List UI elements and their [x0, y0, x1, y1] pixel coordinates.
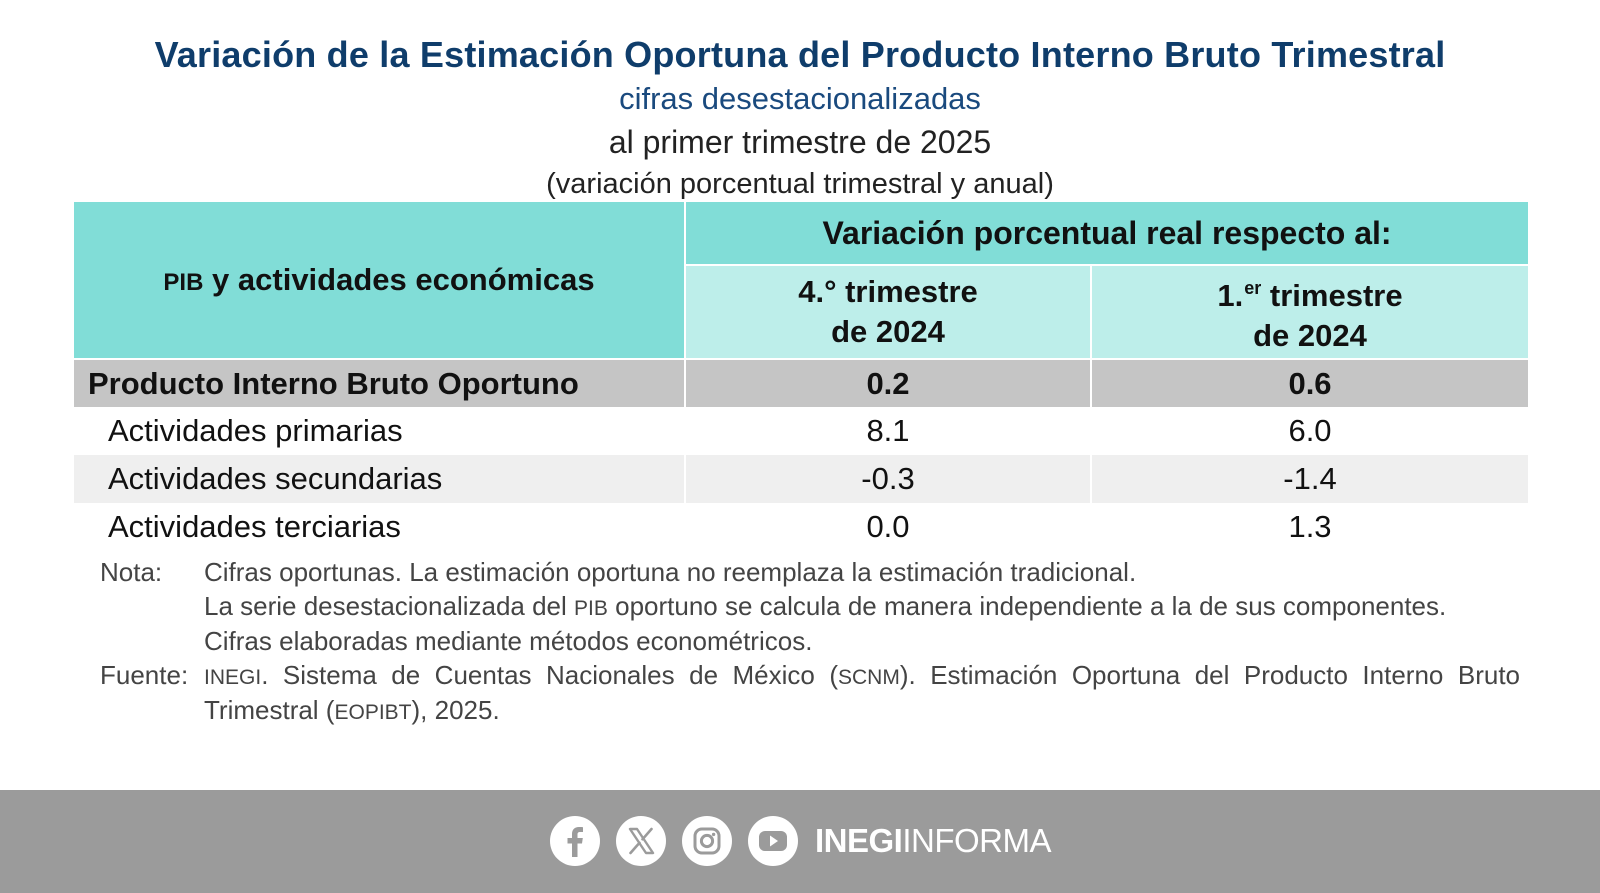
header-q1-2024: 1.er trimestre de 2024 [1089, 264, 1531, 360]
cell-q1: 6.0 [1089, 407, 1531, 455]
table-row: Actividades primarias 8.1 6.0 [72, 407, 1531, 455]
header-q1-rest: trimestre [1261, 278, 1403, 313]
fuente-row: Fuente: INEGI. Sistema de Cuentas Nacion… [100, 659, 1520, 730]
units-line: (variación porcentual trimestral y anual… [546, 168, 1054, 200]
header-q1-line2: de 2024 [1253, 318, 1367, 353]
table-row: Actividades secundarias -0.3 -1.4 [72, 453, 1531, 505]
fuente-b: ). Estimación Oportuna del Producto Inte… [204, 659, 1520, 726]
page-title: Variación de la Estimación Oportuna del … [154, 34, 1446, 75]
nota-line-3: Cifras elaboradas mediante métodos econo… [204, 626, 813, 656]
cell-q4: 8.1 [684, 407, 1092, 455]
brand-light: INFORMA [902, 822, 1052, 859]
header-q4-line2: de 2024 [831, 314, 945, 349]
facebook-icon[interactable] [550, 816, 600, 866]
header-q1-sup: er [1244, 278, 1262, 298]
nota-line-2-b: oportuno se calcula de manera independie… [607, 590, 1447, 621]
cell-q4: -0.3 [684, 453, 1092, 505]
title-block: Variación de la Estimación Oportuna del … [0, 30, 1600, 202]
period-line: al primer trimestre de 2025 [608, 124, 992, 160]
nota-label: Nota: [100, 557, 163, 587]
header-activities-prefix: PIB [163, 269, 204, 296]
nota-line-1: Cifras oportunas. La estimación oportuna… [204, 557, 1137, 587]
cell-q1: 0.6 [1089, 358, 1531, 409]
brand-bold: INEGI [815, 822, 903, 859]
page-subtitle: cifras desestacionalizadas [619, 81, 981, 116]
fuente-c: ), 2025. [411, 695, 500, 725]
nota-line-2-a: La serie desestacionalizada del [204, 590, 575, 621]
note-row: Nota: Cifras oportunas. La estimación op… [100, 556, 1520, 659]
header-activities: PIB y actividades económicas [72, 200, 686, 360]
notes-block: Nota: Cifras oportunas. La estimación op… [100, 556, 1520, 730]
row-label: Actividades secundarias [72, 453, 686, 505]
social-icons [550, 816, 814, 866]
fuente-inegi: INEGI [204, 665, 262, 689]
cell-q4: 0.2 [684, 358, 1092, 409]
fuente-eopibt: EOPIBT [334, 701, 412, 724]
youtube-icon[interactable] [748, 816, 798, 866]
header-activities-text: y actividades económicas [203, 262, 595, 297]
footer-bar: INEGIINFORMA [0, 790, 1600, 893]
nota-line-2-pib: PIB [574, 596, 608, 620]
gdp-table: PIB y actividades económicas Variación p… [72, 200, 1531, 551]
table-row: Producto Interno Bruto Oportuno 0.2 0.6 [72, 358, 1531, 409]
header-q1-num: 1. [1217, 278, 1244, 313]
nota-line-2: La serie desestacionalizada del PIB opor… [204, 590, 1520, 626]
brand-wordmark: INEGIINFORMA [815, 820, 1052, 862]
row-label: Producto Interno Bruto Oportuno [72, 358, 686, 409]
cell-q1: -1.4 [1089, 453, 1531, 505]
fuente-a: . Sistema de Cuentas Nacionales de Méxic… [261, 659, 838, 690]
header-q4-line1: 4.° trimestre [798, 274, 978, 309]
instagram-icon[interactable] [682, 816, 732, 866]
row-label: Actividades primarias [72, 407, 686, 455]
x-icon[interactable] [616, 816, 666, 866]
header-group: Variación porcentual real respecto al: [683, 200, 1531, 266]
header-q4-2024: 4.° trimestre de 2024 [684, 264, 1092, 360]
fuente-label: Fuente: [100, 659, 189, 690]
cell-q1: 1.3 [1089, 503, 1531, 551]
row-label: Actividades terciarias [72, 503, 686, 551]
cell-q4: 0.0 [684, 503, 1092, 551]
table-row: Actividades terciarias 0.0 1.3 [72, 503, 1531, 551]
fuente-scnm: SCNM [838, 665, 900, 689]
nota-body: Cifras oportunas. La estimación oportuna… [204, 556, 1520, 659]
fuente-body: INEGI. Sistema de Cuentas Nacionales de … [204, 659, 1520, 730]
